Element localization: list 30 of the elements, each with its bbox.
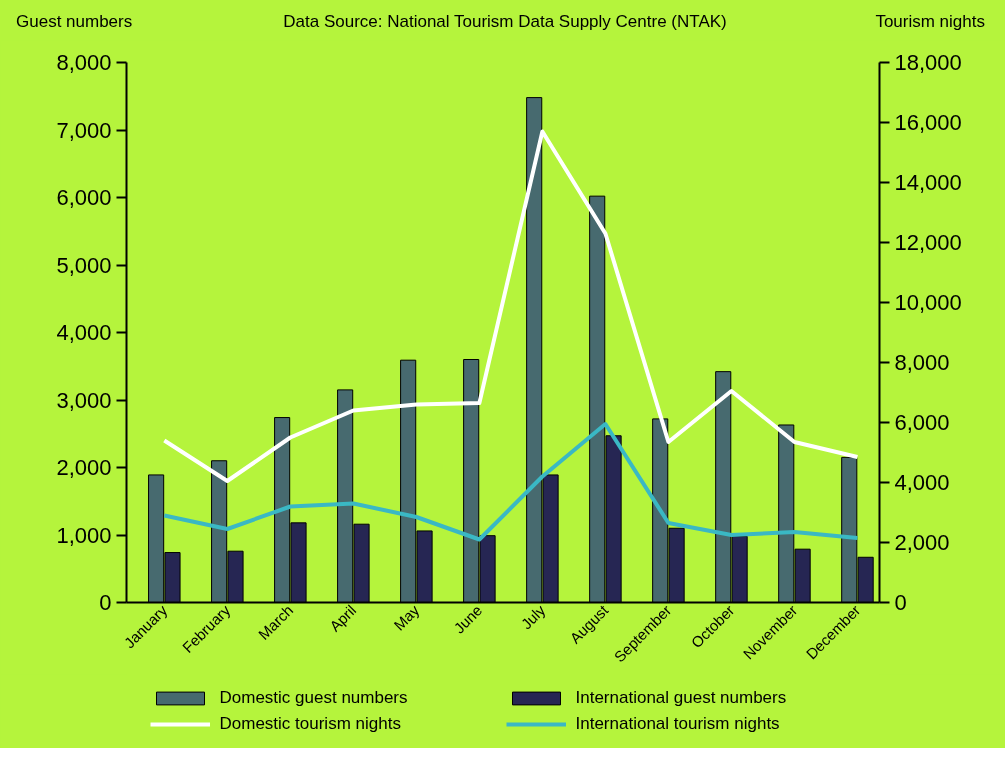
- y2-tick-label: 12,000: [894, 230, 962, 255]
- legend-label: International guest numbers: [575, 688, 788, 708]
- y2-axis-title: Tourism nights: [875, 11, 985, 33]
- y-tick-label: 6,000: [56, 185, 112, 210]
- y-tick-label: 2,000: [56, 455, 112, 480]
- y2-tick-label: 14,000: [894, 170, 962, 195]
- line-series: [162, 129, 860, 483]
- y2-tick-label: 2,000: [894, 530, 950, 555]
- y-tick-label: 1,000: [56, 522, 112, 548]
- x-tick-label: May: [390, 601, 423, 634]
- line-series: [162, 422, 860, 542]
- y2-tick-label: 4,000: [894, 470, 950, 495]
- y-tick-label: 7,000: [56, 117, 112, 143]
- y-tick-label: 8,000: [56, 50, 112, 75]
- x-tick-label: July: [517, 601, 549, 633]
- y-tick-label: 5,000: [56, 252, 112, 278]
- legend-label: International tourism nights: [575, 714, 781, 734]
- legend-label: Domestic tourism nights: [219, 714, 402, 734]
- y2-tick-label: 18,000: [894, 50, 962, 75]
- legend-label: Domestic guest numbers: [219, 688, 409, 708]
- y-tick-label: 3,000: [56, 387, 112, 413]
- y-tick-label: 0: [99, 590, 112, 615]
- y2-tick-label: 10,000: [894, 290, 962, 315]
- y-axis-title: Guest numbers: [16, 11, 133, 33]
- y2-tick-label: 16,000: [894, 110, 962, 135]
- y2-tick-label: 6,000: [894, 410, 950, 435]
- y2-tick-label: 0: [894, 590, 907, 615]
- source-note: Data Source: National Tourism Data Supply Centre (NTAK): [283, 11, 727, 33]
- y-tick-label: 4,000: [56, 320, 112, 345]
- y2-tick-label: 8,000: [894, 350, 950, 375]
